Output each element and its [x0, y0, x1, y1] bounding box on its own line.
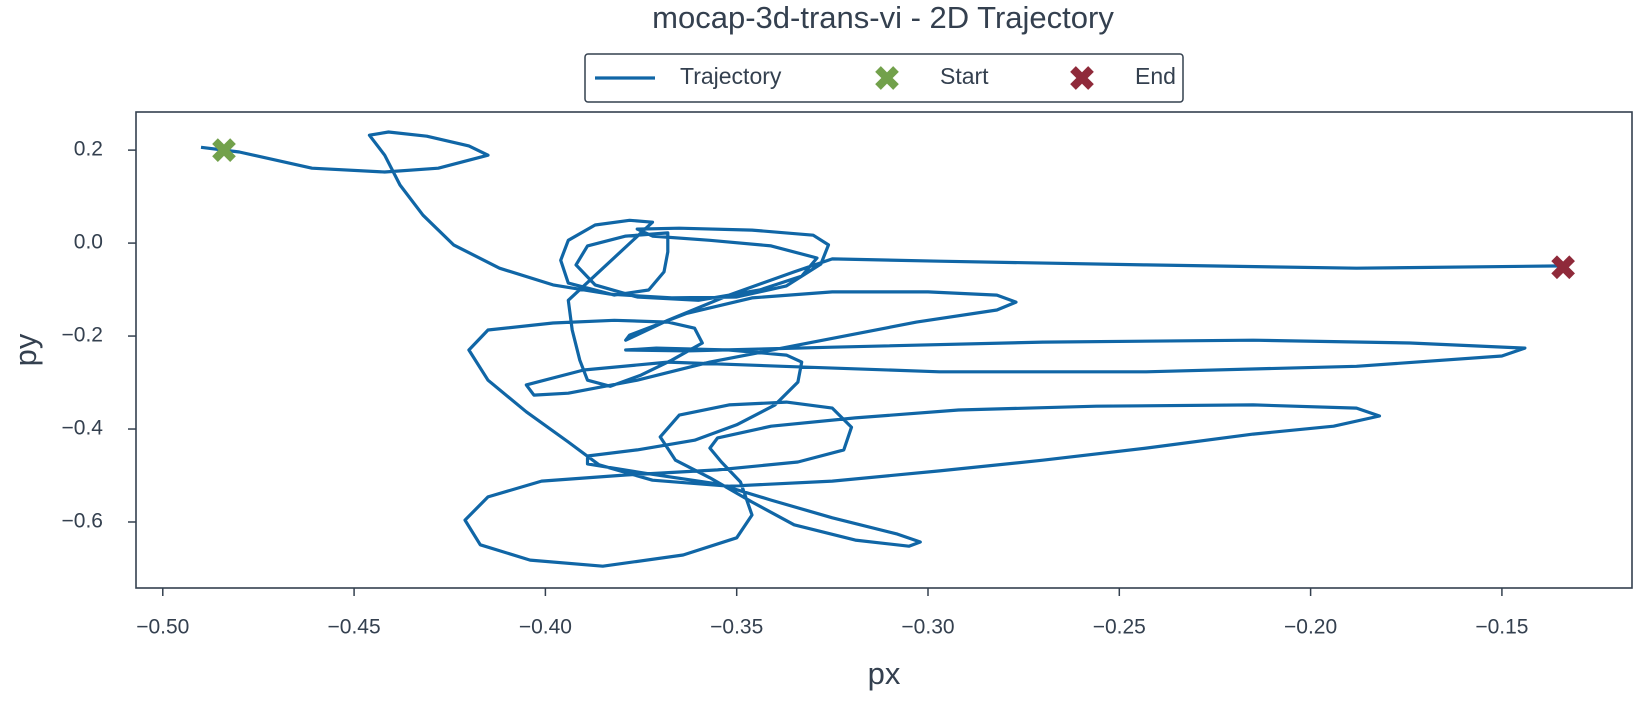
marker [1551, 255, 1575, 280]
y-tick-label: −0.2 [62, 324, 103, 347]
plot-frame [135, 111, 1633, 589]
y-tick-label: 0.2 [74, 138, 103, 161]
legend-label: End [1135, 63, 1176, 89]
marker [212, 138, 236, 162]
x-tick-label: −0.20 [1284, 616, 1337, 639]
x-tick-label: −0.15 [1475, 616, 1528, 639]
y-tick-label: −0.4 [62, 417, 104, 440]
x-tick-label: −0.45 [328, 616, 381, 639]
x-tick-label: −0.40 [519, 616, 572, 639]
legend-label: Trajectory [680, 63, 782, 89]
trajectory-line [200, 130, 1564, 568]
x-axis-label: px [868, 656, 901, 691]
legend-marker [875, 66, 899, 90]
x-tick-label: −0.30 [901, 616, 954, 639]
x-tick-label: −0.35 [710, 616, 763, 639]
x-tick-label: −0.50 [136, 616, 189, 639]
legend-label: Start [940, 63, 989, 89]
y-tick-label: −0.6 [62, 510, 103, 533]
chart-title: mocap-3d-trans-vi - 2D Trajectory [652, 0, 1114, 35]
y-tick-label: 0.0 [74, 231, 103, 254]
x-tick-label: −0.25 [1093, 616, 1146, 639]
y-axis-label: py [8, 333, 43, 366]
legend-marker [1070, 66, 1094, 90]
